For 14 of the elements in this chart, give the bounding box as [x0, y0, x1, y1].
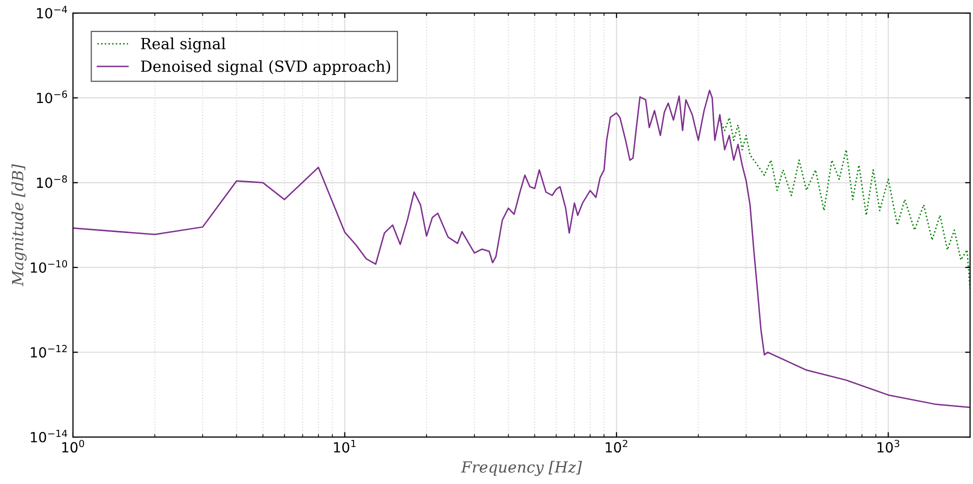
y-tick-label: 10$^{−4}$	[37, 6, 68, 18]
legend-label: Real signal	[141, 38, 226, 53]
y-tick-label: 10$^{−14}$	[30, 430, 68, 442]
x-axis-title: Frequency [Hz]	[460, 460, 582, 476]
x-tick-label: 10$^{3}$	[878, 440, 900, 453]
x-tick-label: 10$^{0}$	[62, 440, 84, 453]
y-tick-label: 10$^{−8}$	[37, 175, 67, 188]
x-tick-label: 10$^{1}$	[334, 440, 356, 453]
y-tick-label: 10$^{−10}$	[30, 260, 68, 273]
y-tick-label: 10$^{−12}$	[30, 344, 67, 358]
y-tick-label: 10$^{−6}$	[37, 90, 67, 104]
x-tick-label: 10$^{2}$	[606, 440, 628, 453]
y-axis-title: Magnitude [dB]	[12, 164, 27, 286]
legend-label: Denoised signal (SVD approach)	[141, 60, 390, 76]
